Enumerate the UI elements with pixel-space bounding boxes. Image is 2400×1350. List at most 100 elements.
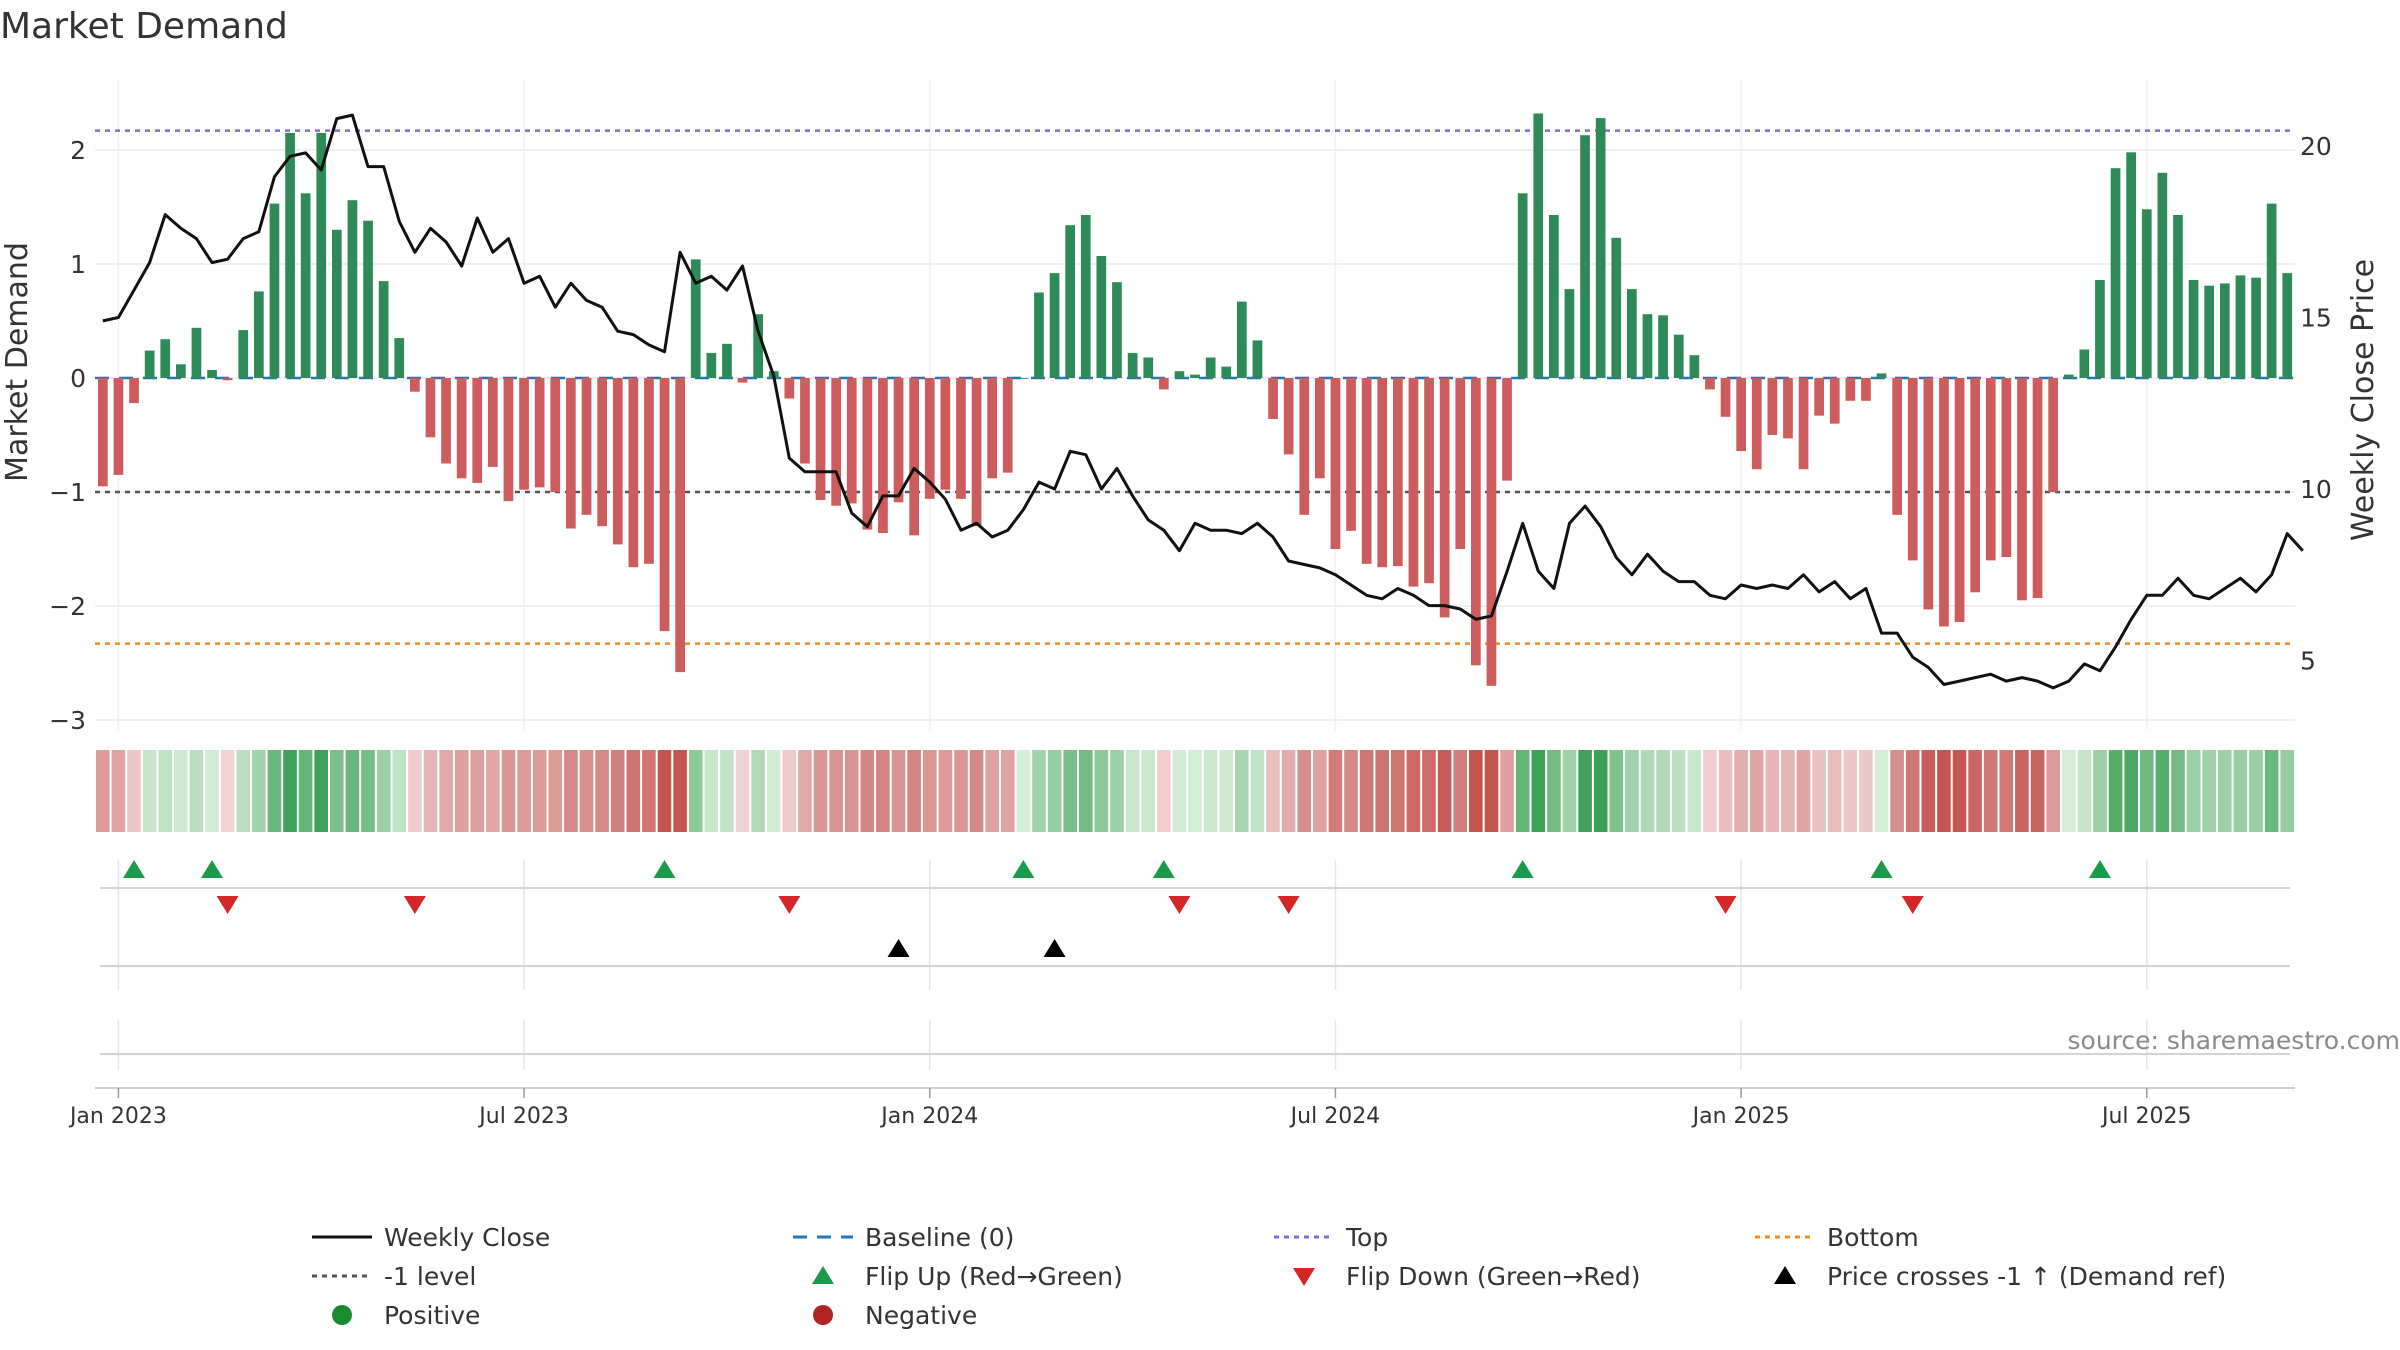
- demand-bar: [737, 378, 748, 383]
- demand-bar: [113, 378, 124, 475]
- demand-bar: [300, 193, 311, 378]
- heat-strip-cell: [813, 750, 828, 832]
- flip-down-marker: [216, 896, 239, 914]
- demand-bar: [2251, 277, 2261, 378]
- demand-bar: [1517, 193, 1528, 378]
- legend-item: Flip Down (Green→Red): [1293, 1262, 1641, 1291]
- heat-strip-cell: [454, 750, 469, 832]
- heat-strip-cell: [2140, 750, 2154, 832]
- heat-strip-cell: [1921, 750, 1936, 832]
- y-right-tick-label: 5: [2300, 647, 2316, 676]
- demand-bar: [98, 378, 108, 487]
- heat-strip-cell: [1749, 750, 1764, 832]
- price-cross-marker: [887, 939, 910, 957]
- demand-bar: [1689, 355, 1700, 378]
- heat-strip-cell: [2202, 750, 2216, 832]
- demand-bar: [2266, 203, 2277, 378]
- demand-bar: [254, 291, 264, 378]
- demand-bar: [191, 327, 202, 378]
- legend-item: Bottom: [1755, 1223, 1919, 1252]
- heat-strip-cell: [720, 750, 734, 832]
- demand-bar: [1439, 378, 1450, 618]
- heat-strip-cell: [2249, 750, 2263, 832]
- demand-bar: [1549, 215, 1559, 378]
- demand-bar: [1611, 237, 1622, 378]
- legend-label: Flip Down (Green→Red): [1346, 1262, 1641, 1291]
- y-axis-right-label: Weekly Close Price: [2346, 259, 2381, 541]
- demand-bar: [1471, 378, 1481, 666]
- demand-bar: [2220, 283, 2230, 378]
- heat-strip-cell: [1890, 750, 1904, 832]
- heat-strip-cell: [220, 750, 235, 832]
- demand-bar: [815, 378, 826, 500]
- demand-bar: [1268, 378, 1278, 419]
- flip-down-marker: [1714, 896, 1737, 914]
- heat-strip-cell: [751, 750, 765, 832]
- flip-up-marker: [1152, 860, 1175, 878]
- weekly-close-line: [102, 113, 2304, 690]
- heat-strip-cell: [595, 750, 609, 832]
- demand-bar: [1190, 374, 1200, 378]
- heat-strip-cell: [158, 750, 172, 832]
- heat-strip-cell: [2093, 750, 2107, 832]
- legend-swatch-tri-down: [1293, 1268, 1315, 1286]
- flip-markers: [123, 860, 2111, 957]
- heat-strip-cell: [1484, 750, 1499, 832]
- heat-strip-cell: [501, 750, 516, 832]
- demand-bar: [1315, 378, 1325, 479]
- heat-strip-cell: [1188, 750, 1202, 832]
- heat-strip-cell: [1812, 750, 1826, 832]
- heat-strip-cell: [1859, 750, 1873, 832]
- legend-swatch-dot-marker: [813, 1305, 833, 1325]
- heat-strip-cell: [345, 750, 360, 832]
- flip-down-marker: [1901, 896, 1924, 914]
- demand-bar: [534, 378, 545, 488]
- heat-strip-cell: [1703, 750, 1717, 832]
- legend-swatch-tri-up: [1774, 1266, 1796, 1284]
- demand-bar: [597, 378, 607, 527]
- heat-strip-cell: [1640, 750, 1655, 832]
- heat-strip-cell: [2108, 750, 2123, 832]
- demand-bar: [1767, 378, 1778, 435]
- demand-bar: [1112, 282, 1122, 378]
- demand-bar: [924, 378, 935, 499]
- demand-bar: [2204, 285, 2214, 378]
- heat-strip-cell: [954, 750, 968, 832]
- heat-strip-cell: [1578, 750, 1592, 832]
- price-cross-marker: [1043, 939, 1066, 957]
- demand-bar: [1252, 340, 1263, 378]
- heat-strip-cell: [673, 750, 687, 832]
- heat-strip-cell: [782, 750, 797, 832]
- demand-bar: [1564, 289, 1575, 378]
- heat-strip-cell: [1422, 750, 1436, 832]
- x-tick-label: Jan 2025: [1691, 1104, 1790, 1129]
- demand-bar: [1159, 378, 1169, 390]
- heat-strip-cell: [376, 750, 391, 832]
- heat-strip-cell: [1266, 750, 1280, 832]
- demand-bar: [2032, 378, 2043, 598]
- heat-strip-cell: [1047, 750, 1062, 832]
- demand-bar: [410, 378, 420, 392]
- demand-bar: [394, 338, 405, 378]
- demand-bar: [160, 339, 171, 378]
- heat-strip-cell: [2062, 750, 2076, 832]
- heat-strip-cell: [1375, 750, 1389, 832]
- heat-strip-cell: [1562, 750, 1577, 832]
- heat-strip-cell: [1079, 750, 1093, 832]
- chart-title: Market Demand: [0, 6, 288, 47]
- demand-bar: [566, 378, 576, 529]
- demand-bar: [878, 378, 888, 533]
- heat-strip-cell: [1219, 750, 1233, 832]
- heat-strip-cell: [392, 750, 407, 832]
- y-left-tick-label: −1: [49, 478, 86, 507]
- demand-bar: [456, 378, 467, 479]
- legend-label: Negative: [865, 1301, 977, 1330]
- flip-up-marker: [123, 860, 146, 878]
- heat-strip-cell: [2171, 750, 2185, 832]
- heat-strip-cell: [267, 750, 282, 832]
- legend-item: Weekly Close: [312, 1223, 550, 1252]
- heat-strip-cell: [1016, 750, 1031, 832]
- demand-bar: [2282, 273, 2293, 378]
- flip-down-marker: [1277, 896, 1300, 914]
- heat-strip-cell: [1281, 750, 1296, 832]
